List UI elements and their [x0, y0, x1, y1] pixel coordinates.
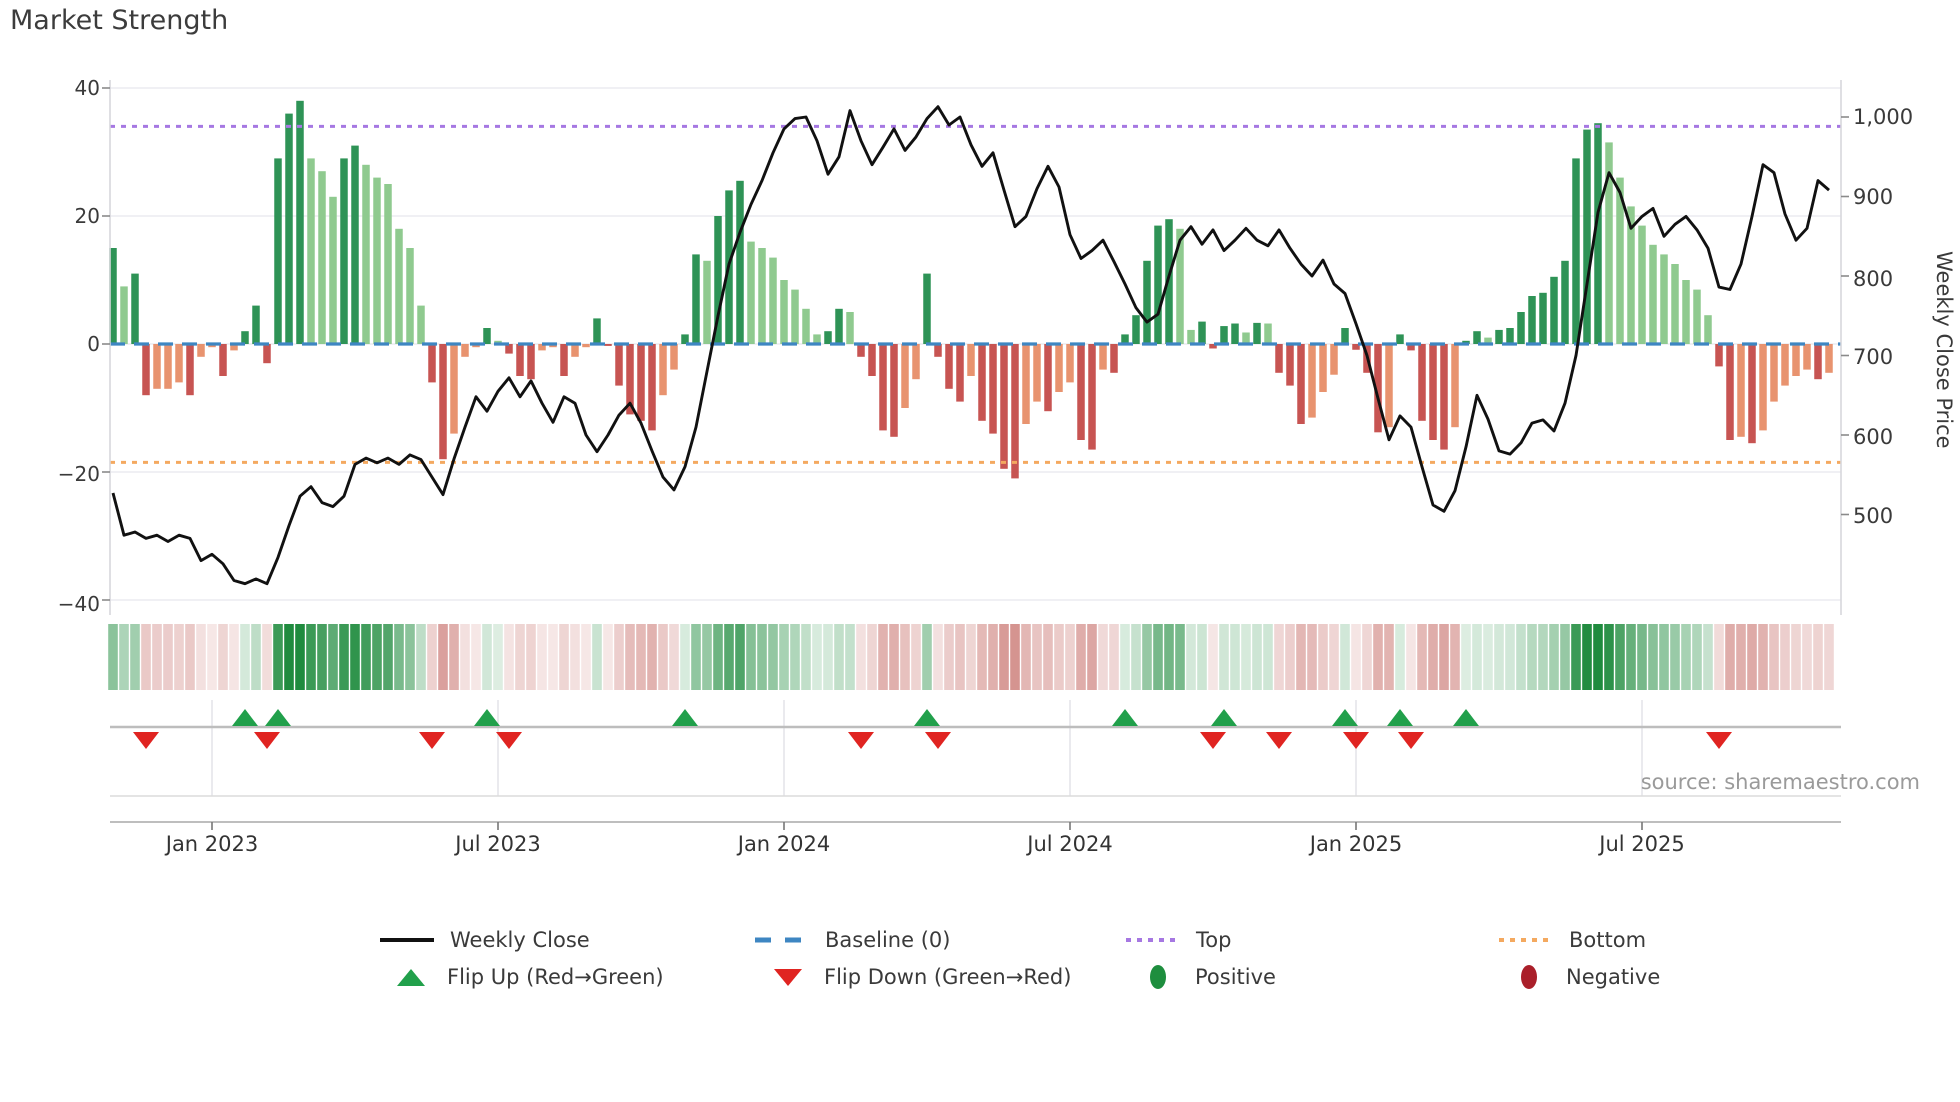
legend-item-bottom: Bottom [1499, 927, 1646, 953]
flip-down-marker [254, 732, 280, 749]
right-axis-tick: 700 [1853, 345, 1894, 369]
right-axis-tick: 800 [1853, 267, 1894, 291]
flip-up-marker [672, 709, 698, 726]
right-axis-tick: 500 [1853, 504, 1894, 528]
legend-item-flip-up: Flip Up (Red→Green) [393, 964, 664, 990]
flip-up-marker [1211, 709, 1237, 726]
flip-down-icon [774, 969, 802, 986]
legend-label: Flip Up (Red→Green) [447, 965, 664, 989]
flip-down-marker [1343, 732, 1369, 749]
dash-swatch-icon [755, 937, 809, 943]
flip-up-marker [474, 709, 500, 726]
axes-frame [102, 80, 1849, 615]
legend-label: Top [1196, 928, 1232, 952]
x-axis-tick: Jan 2024 [737, 832, 831, 856]
strength-bars [109, 100, 1833, 479]
legend-label: Negative [1566, 965, 1661, 989]
threshold-lines [110, 124, 1841, 464]
heatmap-strip [108, 624, 1834, 690]
dots-swatch-icon [1126, 938, 1180, 942]
flip-down-marker [1266, 732, 1292, 749]
flip-down-marker [1706, 732, 1732, 749]
right-axis-tick: 600 [1853, 425, 1894, 449]
chart-title: Market Strength [10, 5, 229, 36]
flip-up-icon [397, 969, 425, 986]
left-axis-tick: 40 [74, 76, 100, 100]
positive-dot-icon [1150, 965, 1166, 989]
legend-label: Bottom [1569, 928, 1647, 952]
flip-up-marker [914, 709, 940, 726]
right-axis-title: Weekly Close Price [1932, 251, 1956, 449]
right-axis-tick: 1,000 [1853, 105, 1914, 129]
flip-down-marker [1398, 732, 1424, 749]
flip-up-marker [1332, 709, 1358, 726]
source-note: source: sharemaestro.com [1640, 770, 1920, 794]
x-axis-tick: Jul 2025 [1599, 832, 1685, 856]
flip-up-marker [1112, 709, 1138, 726]
legend-item-flip-down: Flip Down (Green→Red) [770, 964, 1071, 990]
legend-item-top: Top [1126, 927, 1231, 953]
x-axis-tick: Jan 2025 [1309, 832, 1403, 856]
dots-swatch-icon [1499, 938, 1553, 942]
flip-down-marker [133, 732, 159, 749]
flip-down-marker [496, 732, 522, 749]
line-swatch-icon [380, 938, 434, 942]
flip-up-markers [232, 709, 1479, 726]
left-axis-tick: 0 [87, 332, 100, 356]
legend-item-weekly-close: Weekly Close [380, 927, 590, 953]
right-axis-tick: 900 [1853, 185, 1894, 209]
left-axis-tick: 20 [74, 204, 100, 228]
legend-item-negative: Negative [1517, 964, 1660, 990]
weekly-close-line [111, 105, 1830, 586]
left-axis-tick: −20 [57, 462, 100, 486]
flip-marker-panel [110, 700, 1841, 830]
flip-up-marker [1387, 709, 1413, 726]
negative-dot-icon [1521, 965, 1537, 989]
flip-down-marker [925, 732, 951, 749]
legend-item-baseline: Baseline (0) [755, 927, 950, 953]
flip-down-marker [1200, 732, 1226, 749]
flip-up-marker [265, 709, 291, 726]
legend-item-positive: Positive [1146, 964, 1276, 990]
legend-label: Weekly Close [450, 928, 590, 952]
legend-label: Positive [1195, 965, 1276, 989]
flip-up-marker [1453, 709, 1479, 726]
x-axis-tick: Jul 2023 [455, 832, 541, 856]
left-axis-tick: −40 [57, 592, 100, 616]
x-axis-tick: Jan 2023 [165, 832, 259, 856]
legend-label: Flip Down (Green→Red) [824, 965, 1072, 989]
flip-down-markers [133, 732, 1732, 749]
flip-down-marker [419, 732, 445, 749]
flip-up-marker [232, 709, 258, 726]
flip-down-marker [848, 732, 874, 749]
x-axis-tick: Jul 2024 [1027, 832, 1113, 856]
legend-label: Baseline (0) [825, 928, 951, 952]
